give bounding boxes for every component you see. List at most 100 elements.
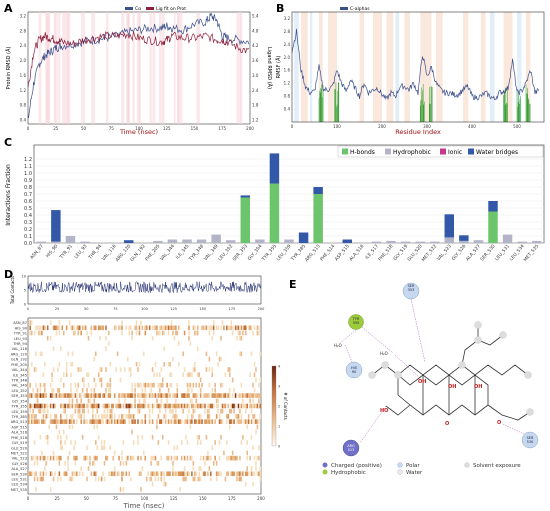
row-label: GLU_520 xyxy=(11,446,28,450)
heatmap-cell xyxy=(36,455,39,461)
heatmap-cell xyxy=(127,393,129,398)
heatmap-cell xyxy=(87,403,90,409)
heatmap-cell xyxy=(92,414,94,419)
x-tick-label: VAL_523 xyxy=(436,243,453,262)
heatmap-cell xyxy=(30,320,33,325)
solvent-dot xyxy=(394,371,402,379)
heatmap-cell xyxy=(160,393,163,398)
heatmap-cell xyxy=(131,330,133,336)
heatmap-cell xyxy=(237,325,240,331)
heatmap-cell xyxy=(198,466,200,471)
heatmap-cell xyxy=(198,382,200,388)
x-tick-label: 0 xyxy=(27,496,30,501)
heatmap-cell xyxy=(38,393,40,398)
heatmap-cell xyxy=(180,455,183,461)
heatmap-cell xyxy=(83,393,85,398)
heatmap-cell xyxy=(154,471,157,477)
x-tick-label: VAL_344 xyxy=(159,243,176,262)
heatmap-cell xyxy=(258,398,260,404)
heatmap-cell xyxy=(83,455,85,461)
heatmap-cell xyxy=(198,414,200,419)
heatmap-cell xyxy=(96,419,98,424)
heatmap-cell xyxy=(100,325,103,331)
heatmap-cell xyxy=(205,367,208,372)
heatmap-cell xyxy=(185,403,187,409)
heatmap-cell xyxy=(244,419,247,424)
heatmap-cell xyxy=(42,382,45,388)
heatmap-cell xyxy=(212,330,215,336)
heatmap-cell xyxy=(80,367,82,372)
heatmap-cell xyxy=(176,419,179,424)
x-tick-label: 175 xyxy=(218,126,226,131)
heatmap-cell xyxy=(87,372,90,378)
heatmap-cell xyxy=(195,471,198,477)
heatmap-cell xyxy=(240,471,243,477)
heatmap-cell xyxy=(212,393,215,398)
row-label: SER_353 xyxy=(11,394,27,398)
heatmap-cell xyxy=(141,325,144,331)
heatmap-cell xyxy=(71,424,74,430)
heatmap-cell xyxy=(189,382,192,388)
heatmap-cell xyxy=(161,471,164,477)
heatmap-cell xyxy=(99,419,101,424)
heatmap-cell xyxy=(172,414,174,419)
bar-water-bridges xyxy=(444,214,455,238)
heatmap-cell xyxy=(41,330,43,336)
row-label: MET_522 xyxy=(11,451,27,455)
heatmap-cell xyxy=(151,408,154,414)
heatmap-cell xyxy=(64,403,66,409)
heatmap-cell xyxy=(141,393,144,398)
heatmap-cell xyxy=(182,408,184,414)
bar-hydrophobic xyxy=(153,240,163,243)
heatmap-cell xyxy=(202,325,205,331)
heatmap-cell xyxy=(148,393,151,398)
heatmap-cell xyxy=(105,414,107,419)
heatmap-cell xyxy=(199,393,202,398)
top-x-tick-label: 175 xyxy=(229,307,236,311)
x-tick-label: TYR_348 xyxy=(187,243,205,263)
heatmap-cell xyxy=(230,455,232,461)
heatmap-cell xyxy=(247,471,250,477)
panel-b-legend: C-alphas xyxy=(340,6,370,12)
heatmap-cell xyxy=(109,393,112,398)
heatmap-cell xyxy=(214,388,216,393)
heatmap-cell xyxy=(218,414,221,419)
heatmap-cell xyxy=(167,361,170,367)
heatmap-cell xyxy=(32,388,34,393)
heatmap-cell xyxy=(109,361,112,367)
solvent-dot xyxy=(524,371,532,379)
x-tick-label: 50 xyxy=(84,496,90,501)
heatmap-cell xyxy=(100,419,103,424)
heatmap-cell xyxy=(74,330,77,336)
heatmap-cell xyxy=(111,403,113,409)
solvent-exposure-markers xyxy=(368,321,534,416)
heatmap-cell xyxy=(58,419,61,424)
heatmap-cell xyxy=(215,398,218,404)
heatmap-cell xyxy=(92,461,94,466)
residue-ser530-circle xyxy=(521,431,539,449)
heatmap-cell xyxy=(173,414,176,419)
heatmap-cell xyxy=(38,419,40,424)
heatmap-cell xyxy=(164,414,167,419)
heatmap-cell xyxy=(210,419,212,424)
heatmap-cell xyxy=(83,419,85,424)
heatmap-cell xyxy=(242,398,244,404)
heatmap-cell xyxy=(145,393,148,398)
residue-label-line: ARG xyxy=(347,444,355,448)
heatmap-cell xyxy=(157,471,160,477)
heatmap-cell xyxy=(237,471,240,477)
heatmap-cell xyxy=(195,393,198,398)
top-x-tick-label: 25 xyxy=(55,307,59,311)
background-band xyxy=(62,12,66,124)
heatmap-cell xyxy=(150,382,152,388)
heatmap-cell xyxy=(137,434,139,440)
heatmap-cell xyxy=(176,388,179,393)
heatmap-cell xyxy=(46,414,49,419)
heatmap-cell xyxy=(256,424,259,430)
heatmap-cell xyxy=(87,408,90,414)
heatmap-cell xyxy=(226,414,228,419)
heatmap-cell xyxy=(160,471,163,477)
x-tick-label: 125 xyxy=(163,126,171,131)
heatmap-cell xyxy=(226,325,228,331)
heatmap-cell xyxy=(259,476,262,482)
